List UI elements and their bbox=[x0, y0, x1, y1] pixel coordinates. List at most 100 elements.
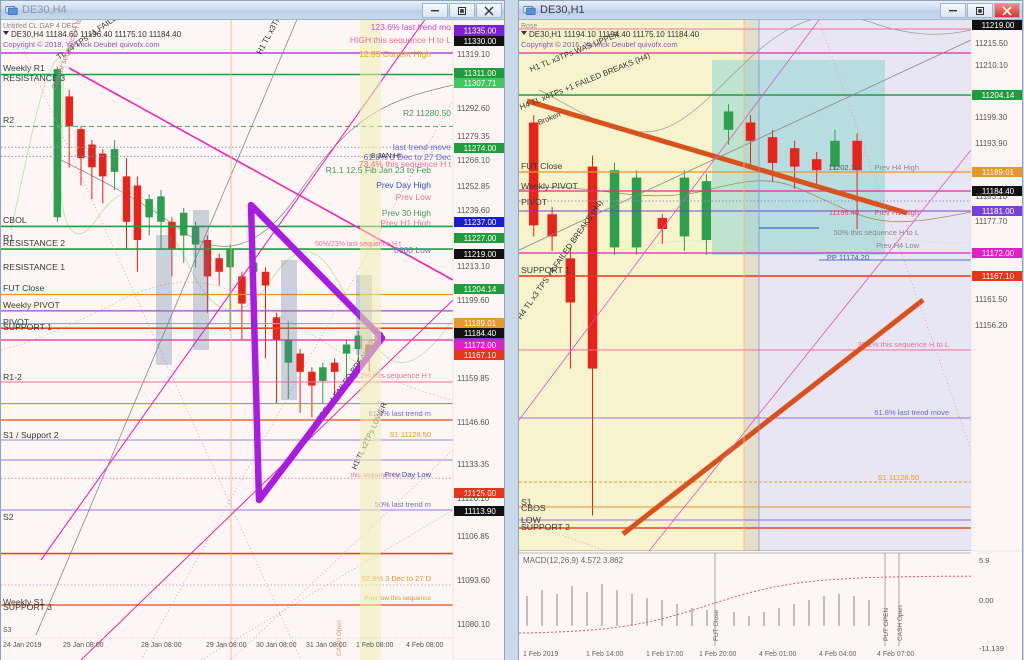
svg-text:1 Feb 2019: 1 Feb 2019 bbox=[523, 651, 559, 658]
svg-text:11156.20: 11156.20 bbox=[975, 321, 1008, 330]
svg-text:11106.85: 11106.85 bbox=[457, 532, 490, 541]
svg-text:SUPPORT 2: SUPPORT 2 bbox=[521, 522, 570, 532]
svg-text:61.8% last trend move: 61.8% last trend move bbox=[874, 408, 949, 417]
svg-text:R2 11280.50: R2 11280.50 bbox=[403, 108, 451, 118]
svg-text:CASH Open: CASH Open bbox=[897, 605, 904, 641]
svg-text:11266.10: 11266.10 bbox=[457, 156, 490, 165]
svg-text:11161.50: 11161.50 bbox=[975, 295, 1008, 304]
svg-text:11335.00: 11335.00 bbox=[464, 27, 497, 36]
svg-text:11113.90: 11113.90 bbox=[464, 507, 496, 516]
svg-text:11330.00: 11330.00 bbox=[464, 37, 497, 46]
svg-text:Prev H1 High: Prev H1 High bbox=[874, 208, 919, 217]
svg-text:4 Feb 04:00: 4 Feb 04:00 bbox=[819, 651, 856, 658]
svg-text:5.9: 5.9 bbox=[979, 556, 989, 565]
svg-text:11172.00: 11172.00 bbox=[982, 249, 1015, 258]
svg-text:Prev H4 Low: Prev H4 Low bbox=[876, 241, 920, 250]
svg-text:PUT OPEN: PUT OPEN bbox=[883, 608, 890, 641]
svg-text:31 Jan 08:00: 31 Jan 08:00 bbox=[306, 642, 347, 649]
svg-text:11172.00: 11172.00 bbox=[464, 341, 497, 350]
svg-text:11167.10: 11167.10 bbox=[464, 351, 497, 360]
svg-text:11199.30: 11199.30 bbox=[975, 113, 1008, 122]
svg-text:50% last trend m: 50% last trend m bbox=[375, 500, 431, 509]
svg-text:Prev H4 High: Prev H4 High bbox=[874, 163, 919, 172]
svg-text:1 Feb 14:00: 1 Feb 14:00 bbox=[586, 651, 623, 658]
svg-text:FUT Close: FUT Close bbox=[521, 161, 563, 171]
svg-text:S1 / Support 2: S1 / Support 2 bbox=[3, 430, 59, 440]
svg-text:11202.10: 11202.10 bbox=[828, 163, 859, 172]
svg-text:12.85 Current High: 12.85 Current High bbox=[359, 49, 431, 59]
svg-text:30 Jan 08:00: 30 Jan 08:00 bbox=[256, 642, 297, 649]
svg-text:1 Feb 17:00: 1 Feb 17:00 bbox=[646, 651, 683, 658]
svg-text:PIVOT: PIVOT bbox=[521, 197, 548, 207]
svg-text:11227.00: 11227.00 bbox=[464, 234, 497, 243]
svg-text:1 Feb 20:00: 1 Feb 20:00 bbox=[699, 651, 736, 658]
svg-text:Weekly R1: Weekly R1 bbox=[3, 63, 45, 73]
svg-text:11080.10: 11080.10 bbox=[457, 620, 490, 629]
svg-text:11219.00: 11219.00 bbox=[982, 21, 1015, 30]
svg-text:RESISTANCE 1: RESISTANCE 1 bbox=[3, 262, 65, 272]
svg-text:11184.40: 11184.40 bbox=[464, 329, 497, 338]
svg-text:R1.1 12.5 Fib Jan 23 to Feb: R1.1 12.5 Fib Jan 23 to Feb bbox=[326, 165, 432, 175]
svg-text:11133.35: 11133.35 bbox=[457, 460, 490, 469]
svg-text:11213.10: 11213.10 bbox=[457, 262, 490, 271]
svg-text:123.6% last trend mo: 123.6% last trend mo bbox=[371, 22, 452, 32]
svg-text:25 Jan 08:00: 25 Jan 08:00 bbox=[63, 642, 104, 649]
svg-text:11159.85: 11159.85 bbox=[457, 374, 490, 383]
svg-text:Prev Day High: Prev Day High bbox=[376, 180, 431, 190]
svg-text:11189.01: 11189.01 bbox=[982, 168, 1015, 177]
svg-text:CBOL: CBOL bbox=[3, 215, 27, 225]
svg-text:MACD(12,26,9) 4.572 3.862: MACD(12,26,9) 4.572 3.862 bbox=[523, 556, 624, 565]
svg-text:4 Feb 01:00: 4 Feb 01:00 bbox=[759, 651, 796, 658]
svg-text:24 Jan 2019: 24 Jan 2019 bbox=[3, 642, 42, 649]
svg-text:11219.00: 11219.00 bbox=[464, 250, 497, 259]
svg-text:S3: S3 bbox=[3, 627, 12, 634]
svg-text:Weekly PIVOT: Weekly PIVOT bbox=[3, 300, 60, 310]
svg-text:Prev H1 High: Prev H1 High bbox=[380, 218, 431, 228]
svg-text:-11.139: -11.139 bbox=[979, 644, 1004, 653]
svg-text:11196.40: 11196.40 bbox=[829, 208, 859, 217]
svg-text:Prev Low: Prev Low bbox=[396, 192, 432, 202]
svg-text:11189.01: 11189.01 bbox=[464, 319, 497, 328]
svg-text:11252.85: 11252.85 bbox=[457, 182, 490, 191]
svg-text:FUT Close: FUT Close bbox=[713, 610, 720, 641]
svg-text:11183.10: 11183.10 bbox=[975, 192, 1008, 201]
svg-text:11292.60: 11292.60 bbox=[457, 104, 490, 113]
svg-text:11319.10: 11319.10 bbox=[457, 50, 490, 59]
svg-text:S2: S2 bbox=[3, 512, 14, 522]
svg-text:S1 11128.50: S1 11128.50 bbox=[390, 430, 431, 439]
svg-text:S1 11128.50: S1 11128.50 bbox=[878, 473, 919, 482]
svg-text:SUPPORT 3: SUPPORT 3 bbox=[3, 602, 52, 612]
svg-text:11274.00: 11274.00 bbox=[464, 144, 497, 153]
svg-text:28 Jan 08:00: 28 Jan 08:00 bbox=[141, 642, 182, 649]
svg-text:PP 11174.20: PP 11174.20 bbox=[827, 253, 869, 262]
svg-text:11193.90: 11193.90 bbox=[975, 139, 1008, 148]
svg-text:R2: R2 bbox=[3, 115, 14, 125]
svg-text:11311.00: 11311.00 bbox=[464, 69, 497, 78]
svg-text:RESISTANCE 2: RESISTANCE 2 bbox=[3, 238, 65, 248]
svg-text:11210.10: 11210.10 bbox=[975, 61, 1008, 70]
svg-text:11279.35: 11279.35 bbox=[457, 132, 490, 141]
svg-text:R1-2: R1-2 bbox=[3, 372, 22, 382]
svg-text:11204.14: 11204.14 bbox=[982, 91, 1015, 100]
svg-text:11120.10: 11120.10 bbox=[457, 494, 490, 503]
svg-text:11181.00: 11181.00 bbox=[982, 207, 1015, 216]
svg-text:0000 Low: 0000 Low bbox=[394, 245, 432, 255]
svg-text:11204.14: 11204.14 bbox=[464, 285, 497, 294]
svg-text:0.00: 0.00 bbox=[979, 596, 994, 605]
svg-text:11167.10: 11167.10 bbox=[982, 272, 1015, 281]
svg-text:CBOS: CBOS bbox=[521, 503, 546, 513]
svg-text:FUT Close: FUT Close bbox=[3, 283, 45, 293]
svg-text:11215.50: 11215.50 bbox=[975, 39, 1008, 48]
svg-text:50% this sequence H to L: 50% this sequence H to L bbox=[834, 228, 919, 237]
svg-text:Prev 30 High: Prev 30 High bbox=[382, 208, 431, 218]
svg-text:11093.60: 11093.60 bbox=[457, 576, 490, 585]
svg-text:11199.60: 11199.60 bbox=[457, 296, 490, 305]
svg-text:1 Feb 08:00: 1 Feb 08:00 bbox=[356, 642, 393, 649]
svg-text:11177.70: 11177.70 bbox=[975, 217, 1008, 226]
svg-text:4 Feb 08:00: 4 Feb 08:00 bbox=[406, 642, 443, 649]
svg-text:11239.60: 11239.60 bbox=[457, 206, 490, 215]
svg-text:Weekly PIVOT: Weekly PIVOT bbox=[521, 181, 578, 191]
svg-text:11146.60: 11146.60 bbox=[457, 418, 490, 427]
svg-text:11307.71: 11307.71 bbox=[464, 79, 497, 88]
svg-text:last trend move: last trend move bbox=[393, 142, 451, 152]
